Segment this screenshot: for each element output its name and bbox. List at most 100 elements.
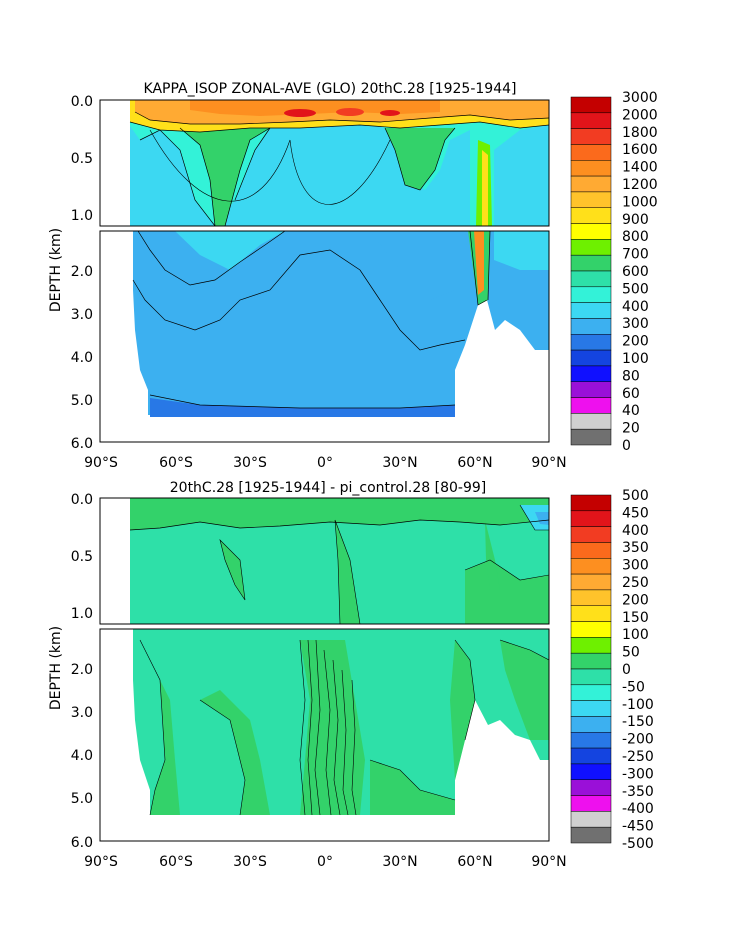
colorbar-swatch bbox=[570, 397, 612, 414]
colorbar-label: 3000 bbox=[622, 90, 658, 106]
colorbar-label: 0 bbox=[622, 438, 631, 454]
colorbar-label: -500 bbox=[622, 836, 654, 852]
colorbar-swatch bbox=[570, 254, 612, 272]
colorbar-label: 900 bbox=[622, 212, 649, 228]
colorbar-label: -250 bbox=[622, 749, 654, 765]
colorbar-label: -200 bbox=[622, 732, 654, 748]
panel-bottom: 20thC.28 [1925-1944] - pi_control.28 [80… bbox=[48, 480, 654, 870]
colorbar-swatch bbox=[570, 175, 612, 193]
colorbar-label: 500 bbox=[622, 281, 649, 297]
colorbar-swatch bbox=[570, 270, 612, 288]
p2-ytick-7: 6.0 bbox=[71, 835, 93, 851]
colorbar-swatch bbox=[570, 779, 612, 796]
colorbar-label: 20 bbox=[622, 421, 640, 437]
panel-bottom-upper-field bbox=[100, 498, 549, 624]
colorbar-label: 200 bbox=[622, 334, 649, 350]
p1-ytick-3: 2.0 bbox=[71, 264, 93, 280]
colorbar-label: -150 bbox=[622, 714, 654, 730]
colorbar-label: -50 bbox=[622, 679, 645, 695]
colorbar-label: 100 bbox=[622, 627, 649, 643]
p1-xtick-5: 60°N bbox=[457, 455, 492, 471]
p2-ytick-3: 2.0 bbox=[71, 662, 93, 678]
colorbar-swatch bbox=[570, 637, 612, 654]
colorbar-swatch bbox=[570, 732, 612, 749]
colorbar-swatch bbox=[570, 747, 612, 765]
p1-xtick-3: 0° bbox=[317, 455, 333, 471]
p2-xtick-5: 60°N bbox=[457, 854, 492, 870]
colorbar-label: 400 bbox=[622, 523, 649, 539]
colorbar-swatch bbox=[570, 652, 612, 670]
colorbar-label: 200 bbox=[622, 592, 649, 608]
colorbar-swatch bbox=[570, 700, 612, 717]
panel-top: KAPPA_ISOP ZONAL-AVE (GLO) 20thC.28 [192… bbox=[48, 81, 658, 471]
panel-bottom-colorbar: 500450400350300250200150100500-50-100-15… bbox=[570, 488, 654, 852]
p2-ylabel: DEPTH (km) bbox=[48, 626, 64, 710]
panel-bottom-title: 20thC.28 [1925-1944] - pi_control.28 [80… bbox=[170, 480, 486, 496]
colorbar-label: 350 bbox=[622, 540, 649, 556]
colorbar-swatch bbox=[570, 334, 612, 351]
p1-ytick-1: 0.5 bbox=[71, 151, 93, 167]
colorbar-label: 800 bbox=[622, 229, 649, 245]
p1-xticks: 90°S 60°S 30°S 0° 30°N 60°N 90°N bbox=[84, 455, 567, 471]
p2-xticks: 90°S 60°S 30°S 0° 30°N 60°N 90°N bbox=[84, 854, 567, 870]
colorbar-swatch bbox=[570, 207, 612, 224]
colorbar-label: 60 bbox=[622, 386, 640, 402]
panel-bottom-upper-frame bbox=[99, 497, 550, 625]
p2-ytick-1: 0.5 bbox=[71, 549, 93, 565]
panel-top-upper-frame bbox=[99, 99, 550, 227]
colorbar-label: 450 bbox=[622, 505, 649, 521]
colorbar-swatch bbox=[570, 144, 612, 161]
panel-top-colorbar: 3000200018001600140012001000900800700600… bbox=[570, 90, 658, 454]
colorbar-label: 700 bbox=[622, 247, 649, 263]
colorbar-swatch bbox=[570, 191, 612, 208]
p1-ylabel: DEPTH (km) bbox=[48, 228, 64, 312]
colorbar-swatch bbox=[570, 668, 612, 686]
colorbar-label: 300 bbox=[622, 316, 649, 332]
panel-bottom-lower-field bbox=[100, 629, 549, 841]
colorbar-swatch bbox=[570, 286, 612, 303]
colorbar-label: 1400 bbox=[622, 160, 658, 176]
colorbar-label: -400 bbox=[622, 801, 654, 817]
colorbar-swatch bbox=[570, 795, 612, 812]
colorbar-swatch bbox=[570, 811, 612, 828]
colorbar-label: -350 bbox=[622, 784, 654, 800]
colorbar-swatch bbox=[570, 302, 612, 319]
colorbar-swatch bbox=[570, 526, 612, 543]
p2-ytick-2: 1.0 bbox=[71, 606, 93, 622]
p1-ytick-4: 3.0 bbox=[71, 307, 93, 323]
colorbar-label: 150 bbox=[622, 610, 649, 626]
colorbar-swatch bbox=[570, 589, 612, 606]
colorbar-swatch bbox=[570, 621, 612, 638]
p1-ytick-7: 6.0 bbox=[71, 436, 93, 452]
colorbar-swatch bbox=[570, 573, 612, 591]
colorbar-swatch bbox=[570, 716, 612, 733]
p1-ytick-5: 4.0 bbox=[71, 350, 93, 366]
colorbar-label: 250 bbox=[622, 575, 649, 591]
p2-xtick-2: 30°S bbox=[233, 854, 267, 870]
colorbar-swatch bbox=[570, 349, 612, 367]
colorbar-swatch bbox=[570, 542, 612, 559]
panel-top-title: KAPPA_ISOP ZONAL-AVE (GLO) 20thC.28 [192… bbox=[144, 81, 517, 97]
colorbar-swatch bbox=[570, 128, 612, 145]
colorbar-label: 300 bbox=[622, 558, 649, 574]
colorbar-swatch bbox=[570, 381, 612, 398]
colorbar-swatch bbox=[570, 826, 612, 844]
p1-xtick-0: 90°S bbox=[84, 455, 118, 471]
colorbar-label: -300 bbox=[622, 766, 654, 782]
p1-xtick-4: 30°N bbox=[382, 455, 417, 471]
colorbar-swatch bbox=[570, 763, 612, 780]
p2-xtick-1: 60°S bbox=[159, 854, 193, 870]
colorbar-swatch bbox=[570, 684, 612, 701]
p2-xtick-6: 90°N bbox=[531, 854, 566, 870]
colorbar-label: -100 bbox=[622, 697, 654, 713]
p2-ytick-5: 4.0 bbox=[71, 748, 93, 764]
p2-xtick-0: 90°S bbox=[84, 854, 118, 870]
p2-ytick-4: 3.0 bbox=[71, 705, 93, 721]
colorbar-swatch bbox=[570, 558, 612, 575]
colorbar-label: 1000 bbox=[622, 194, 658, 210]
colorbar-label: 400 bbox=[622, 299, 649, 315]
colorbar-label: 1800 bbox=[622, 125, 658, 141]
colorbar-label: 2000 bbox=[622, 107, 658, 123]
colorbar-swatch bbox=[570, 510, 612, 527]
colorbar-swatch bbox=[570, 160, 612, 177]
